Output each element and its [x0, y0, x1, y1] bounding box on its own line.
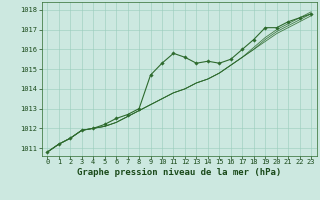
X-axis label: Graphe pression niveau de la mer (hPa): Graphe pression niveau de la mer (hPa)	[77, 168, 281, 177]
